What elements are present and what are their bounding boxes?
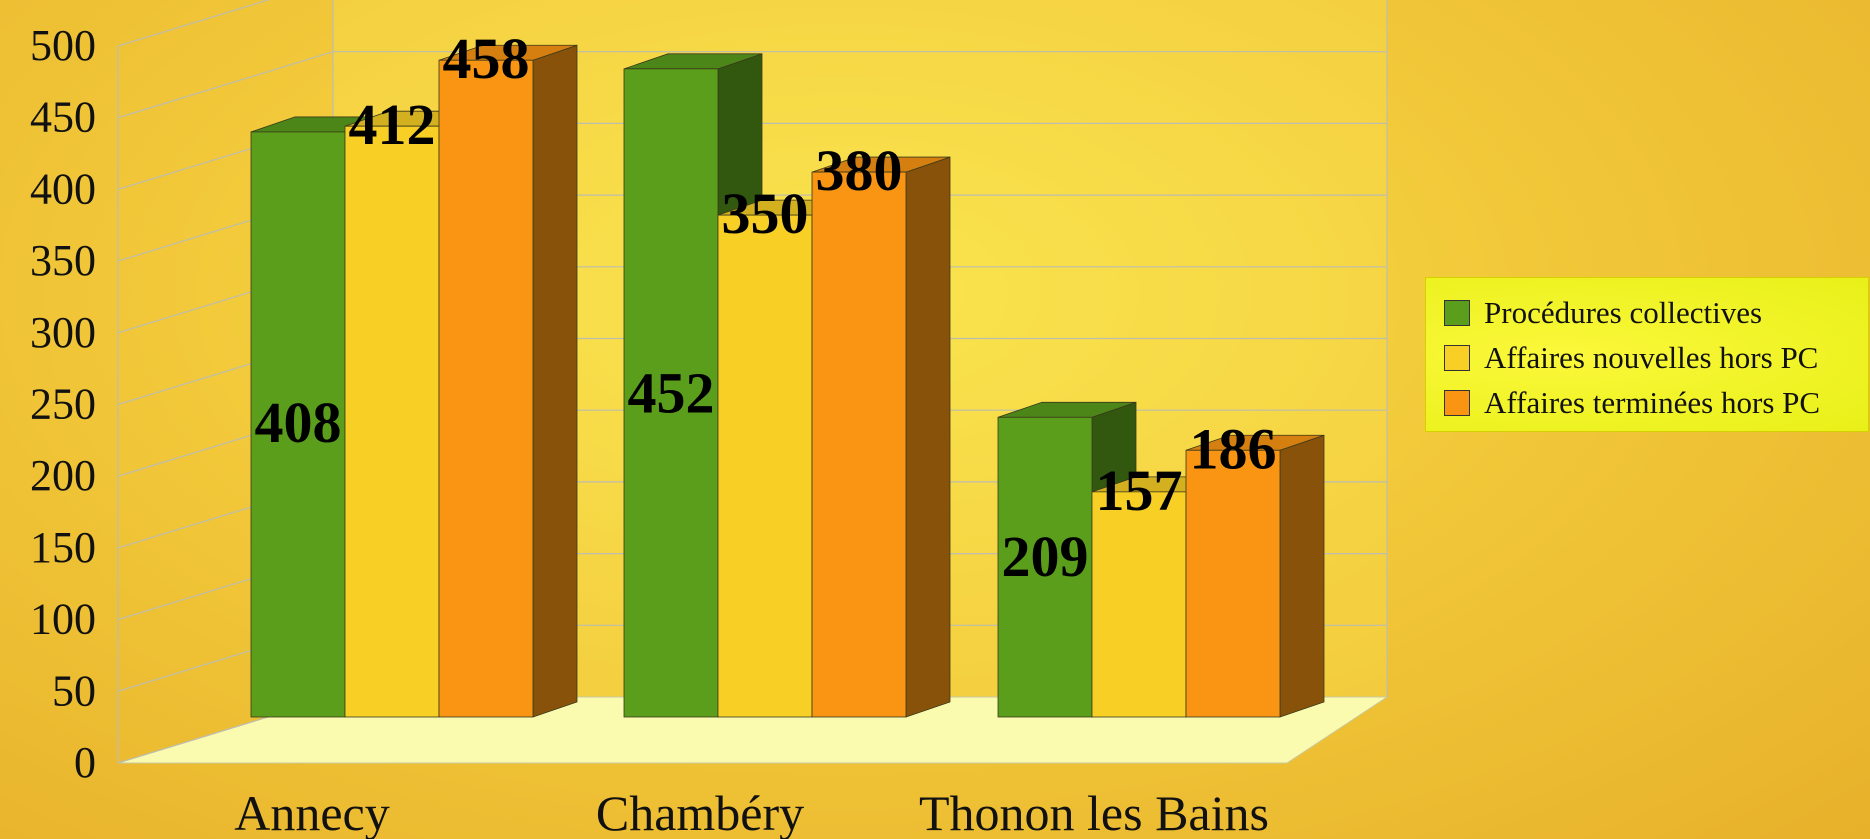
bar xyxy=(811,171,907,718)
data-label: 157 xyxy=(1096,458,1183,523)
y-tick-label: 0 xyxy=(74,738,96,787)
y-tick-label: 50 xyxy=(52,666,96,715)
bar xyxy=(1091,491,1187,718)
legend-swatch-affaires-nouvelles xyxy=(1444,344,1470,371)
legend-swatch-affaires-terminees xyxy=(1444,389,1470,416)
data-label: 408 xyxy=(255,390,342,455)
legend-item: Procédures collectives xyxy=(1444,290,1868,335)
side-wall-gridline xyxy=(117,0,270,47)
bar-side xyxy=(532,44,578,718)
legend-item: Affaires terminées hors PC xyxy=(1444,380,1868,425)
data-label: 186 xyxy=(1190,416,1277,481)
legend-swatch-procedures xyxy=(1444,299,1470,326)
data-label: 209 xyxy=(1002,524,1089,589)
bar xyxy=(1185,449,1281,718)
legend: Procédures collectives Affaires nouvelle… xyxy=(1425,277,1869,432)
y-tick-label: 300 xyxy=(30,308,96,357)
y-tick-label: 400 xyxy=(30,164,96,213)
x-category-label: Chambéry xyxy=(596,785,804,839)
y-tick-label: 500 xyxy=(30,21,96,70)
bar xyxy=(250,131,346,718)
legend-label: Affaires terminées hors PC xyxy=(1484,384,1821,420)
side-wall-gridline xyxy=(117,51,334,119)
data-label: 452 xyxy=(628,360,715,425)
y-tick-label: 200 xyxy=(30,451,96,500)
bar xyxy=(997,416,1093,718)
bar xyxy=(623,68,719,718)
bar-side xyxy=(905,156,951,718)
y-tick-label: 150 xyxy=(30,523,96,572)
data-label: 380 xyxy=(816,138,903,203)
y-tick-label: 350 xyxy=(30,236,96,285)
y-tick-label: 250 xyxy=(30,380,96,429)
bar-side xyxy=(1279,434,1325,718)
legend-item: Affaires nouvelles hors PC xyxy=(1444,335,1868,380)
bar xyxy=(344,125,440,718)
legend-label: Procédures collectives xyxy=(1484,294,1763,330)
data-label: 350 xyxy=(722,181,809,246)
bar xyxy=(438,59,534,718)
x-category-label: Annecy xyxy=(234,785,390,839)
data-label: 412 xyxy=(349,92,436,157)
y-tick-label: 450 xyxy=(30,93,96,142)
legend-label: Affaires nouvelles hors PC xyxy=(1484,339,1819,375)
x-category-label: Thonon les Bains xyxy=(919,785,1269,839)
bar xyxy=(717,214,813,718)
data-label: 458 xyxy=(443,26,530,91)
y-tick-label: 100 xyxy=(30,595,96,644)
